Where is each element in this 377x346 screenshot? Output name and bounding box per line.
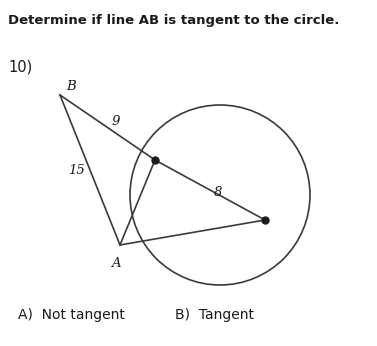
Text: A: A bbox=[111, 257, 121, 270]
Text: B)  Tangent: B) Tangent bbox=[175, 308, 254, 322]
Text: 8: 8 bbox=[214, 185, 222, 199]
Point bbox=[152, 157, 158, 163]
Text: Determine if line AB is tangent to the circle.: Determine if line AB is tangent to the c… bbox=[8, 14, 339, 27]
Text: 9: 9 bbox=[111, 115, 120, 128]
Text: B: B bbox=[66, 80, 76, 93]
Text: 10): 10) bbox=[8, 60, 32, 75]
Text: A)  Not tangent: A) Not tangent bbox=[18, 308, 125, 322]
Point bbox=[262, 217, 268, 223]
Text: 15: 15 bbox=[67, 164, 84, 176]
